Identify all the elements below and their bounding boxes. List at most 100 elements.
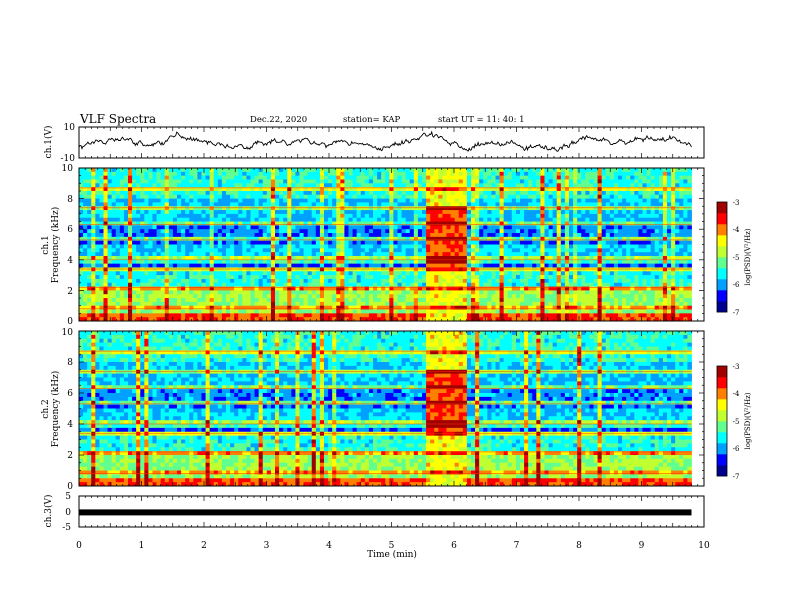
ch1-spec-cell bbox=[275, 244, 280, 249]
ch1-spec-cell bbox=[262, 286, 268, 291]
ch1-spec-cell bbox=[352, 194, 358, 200]
ch1-spec-cell bbox=[528, 275, 533, 280]
ch1-spec-cell bbox=[548, 301, 554, 307]
ch1-spec-cell bbox=[185, 210, 190, 215]
ch1-spec-cell bbox=[462, 282, 468, 287]
ch1-spec-cell bbox=[217, 271, 223, 276]
ch1-spec-cell bbox=[430, 190, 435, 196]
ch1-spec-cell bbox=[140, 240, 145, 245]
ch1-spec-cell bbox=[503, 271, 509, 276]
ch1-spec-cell bbox=[123, 175, 129, 180]
ch1-spec-cell bbox=[123, 233, 129, 238]
ch1-spec-cell bbox=[552, 190, 558, 196]
ch1-spec-cell bbox=[454, 248, 460, 253]
ch1-spec-cell bbox=[319, 183, 325, 188]
ch1-spec-cell bbox=[491, 263, 496, 268]
ch1-spec-cell bbox=[132, 278, 137, 284]
ch1-spec-cell bbox=[315, 229, 321, 234]
ch1-spec-cell bbox=[332, 309, 337, 314]
ch1-spec-cell bbox=[148, 275, 153, 280]
ch1-spec-cell bbox=[360, 225, 366, 230]
ch1-spec-cell bbox=[315, 317, 321, 322]
ch1-spec-cell bbox=[524, 305, 529, 310]
ch1-spec-cell bbox=[368, 179, 374, 184]
ch1-spec-cell bbox=[401, 271, 407, 276]
ch1-spec-cell bbox=[503, 225, 509, 230]
ch1-spec-cell bbox=[95, 313, 100, 318]
ch1-spec-cell bbox=[344, 202, 349, 207]
ch1-spec-cell bbox=[156, 275, 162, 280]
ch1-spec-cell bbox=[283, 278, 288, 284]
ch1-spec-cell bbox=[201, 206, 206, 211]
ch1-spec-cell bbox=[462, 267, 468, 272]
ch1-spec-cell bbox=[193, 190, 198, 196]
ch1-spec-cell bbox=[344, 233, 349, 238]
ch1-spec-cell bbox=[287, 190, 292, 196]
ch1-spec-cell bbox=[401, 168, 407, 173]
ch1-spec-cell bbox=[377, 236, 382, 242]
ch1-spec-cell bbox=[503, 298, 509, 303]
ch1-spec-cell bbox=[487, 290, 492, 295]
ch1-spec-cell bbox=[569, 187, 574, 192]
ch1-spec-cell bbox=[177, 309, 182, 314]
ch1-spec-cell bbox=[340, 263, 345, 268]
ch1-spec-cell bbox=[471, 278, 476, 284]
ch1-spec-cell bbox=[373, 202, 378, 207]
ch1-spec-cell bbox=[328, 210, 333, 215]
ch1-spec-cell bbox=[389, 194, 394, 200]
ch1-spec-cell bbox=[381, 198, 386, 203]
ch1-spec-cell bbox=[417, 286, 423, 291]
ch1-spec-cell bbox=[250, 168, 255, 173]
ch1-spec-cell bbox=[475, 252, 480, 257]
ch1-spec-cell bbox=[193, 175, 198, 180]
ch1-spec-cell bbox=[197, 240, 202, 245]
ch1-spec-cell bbox=[303, 275, 309, 280]
ch1-spec-cell bbox=[79, 271, 84, 276]
ch1-spec-cell bbox=[434, 233, 439, 238]
ch1-spec-cell bbox=[295, 210, 300, 215]
ch1-spec-cell bbox=[254, 194, 260, 200]
ch1-spec-cell bbox=[234, 233, 239, 238]
ch1-spec-cell bbox=[99, 267, 104, 272]
ch1-spec-cell bbox=[136, 301, 141, 307]
ch1-spec-cell bbox=[246, 225, 251, 230]
ch1-spec-cell bbox=[226, 202, 231, 207]
ch1-spec-cell bbox=[336, 206, 341, 211]
ch1-spec-cell bbox=[275, 175, 280, 180]
ch1-spec-cell bbox=[168, 171, 174, 177]
ch1-spec-cell bbox=[87, 187, 92, 192]
ch1-spec-cell bbox=[140, 278, 145, 284]
ch1-spec-cell bbox=[434, 255, 439, 261]
ch1-spec-cell bbox=[581, 168, 586, 173]
ch1-spec-cell bbox=[479, 282, 484, 287]
ch1-spec-cell bbox=[430, 313, 435, 318]
ch1-spec-cell bbox=[266, 213, 272, 219]
ch1-spec-cell bbox=[144, 190, 149, 196]
ch1-spec-cell bbox=[332, 229, 337, 234]
ch1-spec-cell bbox=[283, 236, 288, 242]
ch1-spec-cell bbox=[544, 259, 549, 265]
ch1-spec-cell bbox=[462, 259, 468, 265]
ch1-spec-cell bbox=[430, 263, 435, 268]
ch1-spec-cell bbox=[181, 236, 186, 242]
ch1-spec-cell bbox=[507, 290, 513, 295]
ch1-spec-cell bbox=[507, 168, 513, 173]
ch1-spec-cell bbox=[573, 175, 578, 180]
ch1-spec-cell bbox=[172, 190, 178, 196]
ch1-spec-cell bbox=[164, 282, 170, 287]
ch1-spec-cell bbox=[258, 179, 264, 184]
ch1-spec-cell bbox=[91, 168, 96, 173]
ch1-spec-cell bbox=[221, 301, 227, 307]
ch1-spec-cell bbox=[148, 255, 153, 261]
ch1-spec-cell bbox=[291, 255, 296, 261]
ch1-spec-cell bbox=[201, 275, 206, 280]
ch1-spec-cell bbox=[528, 190, 533, 196]
ch1-spec-cell bbox=[185, 259, 190, 265]
ch1-spec-cell bbox=[389, 282, 394, 287]
ch1-spec-cell bbox=[360, 286, 366, 291]
ch1-spec-cell bbox=[548, 236, 554, 242]
ch1-spec-cell bbox=[160, 259, 166, 265]
ch1-spec-cell bbox=[491, 183, 496, 188]
ch1-spec-cell bbox=[254, 217, 260, 222]
ch1-spec-cell bbox=[401, 267, 407, 272]
